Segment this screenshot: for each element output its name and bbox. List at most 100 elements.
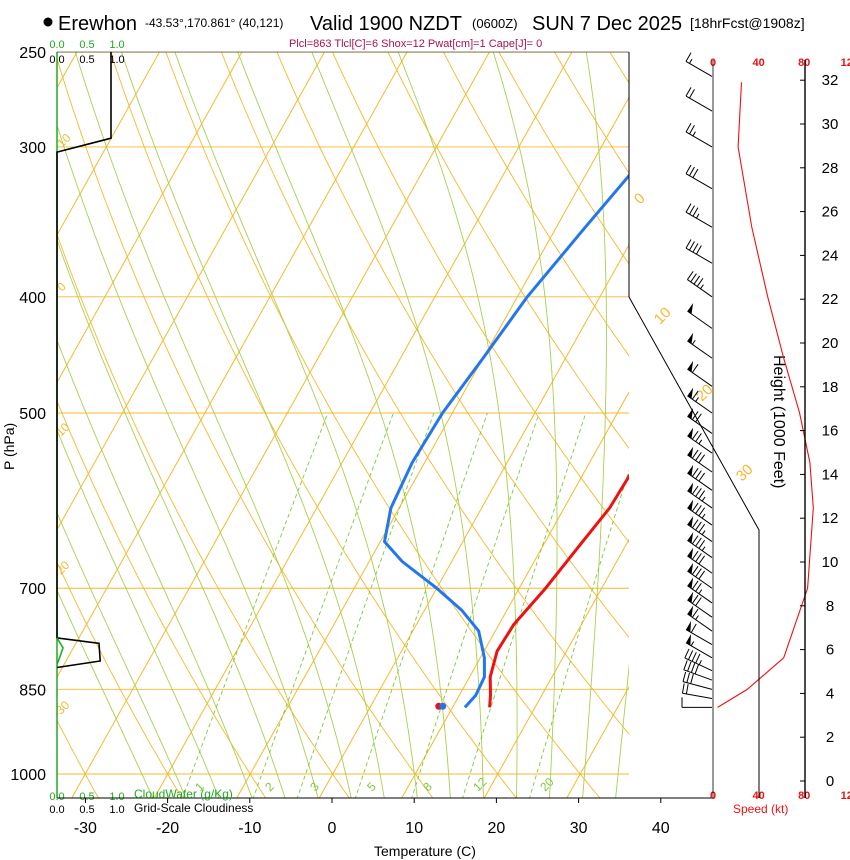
wind-barb-staff — [682, 692, 713, 699]
wind-barb-staff — [687, 310, 713, 329]
right-boundary-line — [628, 52, 760, 798]
wind-barb — [687, 387, 713, 414]
wind-barb — [687, 360, 713, 387]
chart-header: Erewhon -43.53°,170.861° (40,121) Valid … — [43, 13, 805, 50]
moist-adiabat — [57, 123, 319, 798]
speed-line — [717, 82, 814, 708]
isotherm-line — [153, 52, 573, 798]
isotherm-label: 30 — [733, 461, 757, 485]
wind-barb-flag — [691, 502, 699, 512]
wind-barb-pennant — [687, 302, 694, 315]
pressure-tick-label: 500 — [19, 406, 46, 423]
wind-barb-flag — [691, 364, 699, 373]
temperature-tick-label: 30 — [570, 820, 588, 837]
wind-barb-flag — [690, 273, 697, 283]
wind-barb-flag — [691, 535, 699, 545]
wind-barb — [687, 591, 713, 618]
mixing-ratio-label: 12 — [470, 775, 490, 795]
wind-barb-flag — [695, 245, 702, 255]
wind-barb-half — [689, 58, 693, 64]
wind-barb-flag — [698, 570, 706, 580]
wind-barb-pennant — [686, 620, 692, 633]
isotherm-line — [566, 685, 629, 798]
moist-adiabat — [237, 52, 451, 798]
wind-barb-flag — [682, 671, 687, 682]
wind-barb — [687, 532, 713, 559]
wind-barb — [687, 464, 713, 491]
wind-barb-flag — [695, 413, 702, 423]
dry-adiabat — [276, 52, 629, 639]
axis-labels: Temperature (C) P (hPa) Height (1000 Fee… — [1, 355, 788, 859]
height-tick-label: 26 — [822, 204, 839, 221]
y-axis-title: P (hPa) — [1, 423, 17, 470]
height-tick-label: 18 — [822, 379, 839, 396]
wind-barb-half — [701, 530, 706, 535]
wind-barb-flag — [685, 684, 689, 695]
wind-barb-flag — [691, 430, 699, 440]
wind-barb — [687, 446, 713, 473]
isotherm-label: -30 — [50, 698, 72, 720]
wind-barb-flag — [690, 623, 697, 633]
wind-barb-half — [691, 339, 696, 345]
station-coords: -43.53°,170.861° (40,121) — [145, 16, 283, 30]
surface-dew-marker — [439, 702, 447, 710]
wind-barb — [687, 408, 713, 434]
pressure-tick-label: 250 — [19, 45, 46, 62]
wind-barb — [683, 660, 713, 681]
wind-barb-pennant — [687, 446, 694, 458]
dry-adiabat — [57, 233, 350, 798]
wind-barb — [685, 620, 713, 646]
wind-barbs — [681, 52, 713, 708]
valid-time: Valid 1900 NZDT — [310, 13, 462, 35]
moist-adiabat — [57, 238, 286, 798]
wind-barb-flag — [692, 168, 699, 178]
dry-adiabat — [609, 52, 629, 84]
dry-adiabat — [220, 52, 629, 735]
wind-barb — [687, 302, 713, 329]
wind-barb — [681, 697, 712, 708]
wind-barb-flag — [691, 652, 697, 662]
mixing-ratio-line — [296, 412, 435, 798]
cloudiness-label: Grid-Scale Cloudiness — [134, 801, 253, 815]
speed-tick-top: 80 — [798, 57, 810, 69]
dry-adiabat — [165, 52, 601, 798]
wind-barb — [687, 577, 713, 604]
wind-barb-flag — [695, 505, 702, 514]
cloud-water-tick-top: 1.0 — [109, 39, 124, 51]
wind-barb-flag — [689, 166, 695, 176]
height-tick-label: 4 — [826, 685, 834, 702]
height-tick-label: 32 — [822, 72, 839, 89]
temperature-tick-label: 20 — [488, 820, 506, 837]
station-name: Erewhon — [58, 13, 137, 35]
profiles — [383, 173, 629, 710]
wind-barb-flag — [691, 468, 699, 477]
wind-barb-pennant — [687, 605, 694, 617]
moist-adiabat — [57, 589, 154, 798]
isotherm-line — [731, 31, 850, 800]
wind-barb-flag — [695, 521, 702, 531]
wind-barb-flag — [695, 452, 702, 461]
dry-adiabat — [57, 57, 434, 798]
moist-adiabat — [57, 338, 253, 798]
wind-barb — [681, 683, 713, 699]
wind-barb-staff — [687, 613, 713, 632]
temperature-tick-label: 0 — [328, 820, 337, 837]
height-tick-label: 2 — [826, 729, 834, 746]
wind-barb-pennant — [687, 499, 694, 511]
wind-barb-flag — [695, 553, 702, 562]
speed-tick-top: 40 — [752, 57, 764, 69]
wind-barb — [684, 648, 713, 672]
wind-barb-half — [698, 659, 702, 665]
cloud-water-tick-bottom: 0.5 — [79, 791, 94, 803]
isotherm-line — [401, 391, 629, 798]
wind-barb-half — [695, 213, 700, 219]
temperature-tick-label: 40 — [652, 820, 670, 837]
wind-barb-flag — [689, 241, 695, 251]
cloud-water-tick-top: 0.5 — [79, 39, 94, 51]
wind-barb-pennant — [687, 516, 694, 528]
station-dot-icon — [43, 17, 53, 27]
wind-barb-flag — [698, 555, 706, 565]
dry-adiabat — [652, 31, 850, 800]
wind-barb-staff — [683, 669, 713, 681]
